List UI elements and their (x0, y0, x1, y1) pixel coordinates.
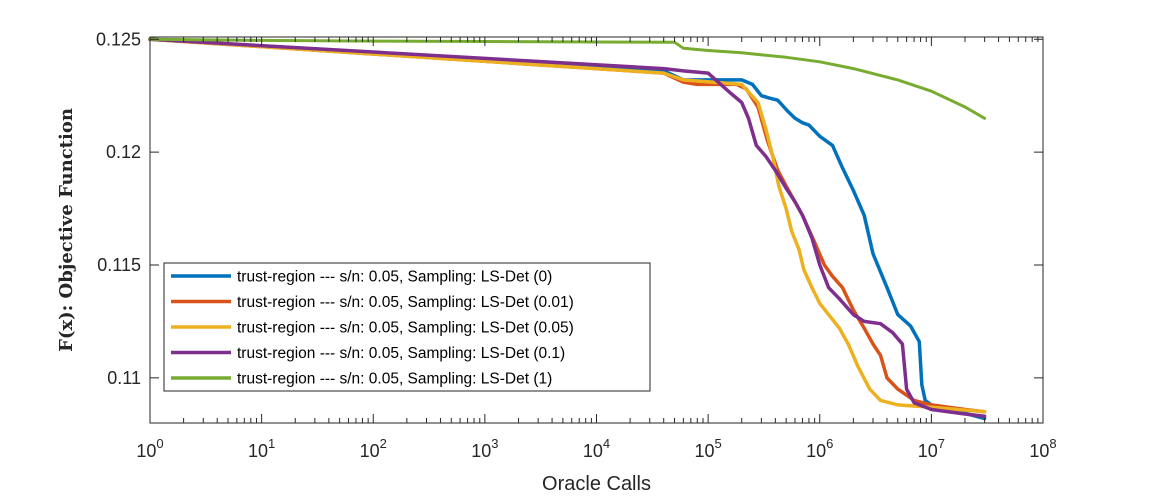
y-tick-label: 0.12 (106, 142, 141, 162)
x-tick-labels: 100 101 102 103 104 105 106 107 108 (136, 436, 1056, 461)
legend-label-5: trust-region --- s/n: 0.05, Sampling: LS… (237, 371, 552, 388)
x-tick-label: 103 (471, 436, 498, 461)
x-tick-label: 108 (1029, 436, 1056, 461)
x-tick-label: 107 (918, 436, 945, 461)
legend: trust-region --- s/n: 0.05, Sampling: LS… (163, 262, 651, 392)
legend-box (163, 262, 651, 392)
x-tick-label: 104 (583, 436, 610, 461)
series-line-1 (148, 37, 987, 421)
x-axis-label: Oracle Calls (542, 473, 651, 495)
y-axis-label: F(x): Objective Function (56, 108, 77, 352)
x-tick-label: 101 (248, 436, 275, 461)
legend-label-4: trust-region --- s/n: 0.05, Sampling: LS… (237, 345, 565, 362)
legend-items: trust-region --- s/n: 0.05, Sampling: LS… (171, 269, 574, 388)
legend-label-1: trust-region --- s/n: 0.05, Sampling: LS… (237, 269, 552, 286)
series-line-4 (148, 37, 987, 418)
series-line-3 (148, 37, 987, 414)
series-line-5 (148, 37, 987, 120)
x-tick-label: 100 (136, 436, 163, 461)
axes-box (149, 36, 1044, 424)
x-tick-label: 106 (806, 436, 833, 461)
legend-label-3: trust-region --- s/n: 0.05, Sampling: LS… (237, 320, 574, 337)
y-tick-label: 0.115 (97, 255, 141, 275)
y-tick-label: 0.125 (96, 29, 141, 49)
y-tick-label: 0.11 (107, 368, 141, 388)
legend-label-2: trust-region --- s/n: 0.05, Sampling: LS… (237, 294, 574, 311)
x-tick-label: 102 (360, 436, 387, 461)
series-layer (148, 37, 987, 421)
y-tick-labels: 0.11 0.115 0.12 0.125 (96, 29, 141, 388)
x-tick-label: 105 (694, 436, 721, 461)
